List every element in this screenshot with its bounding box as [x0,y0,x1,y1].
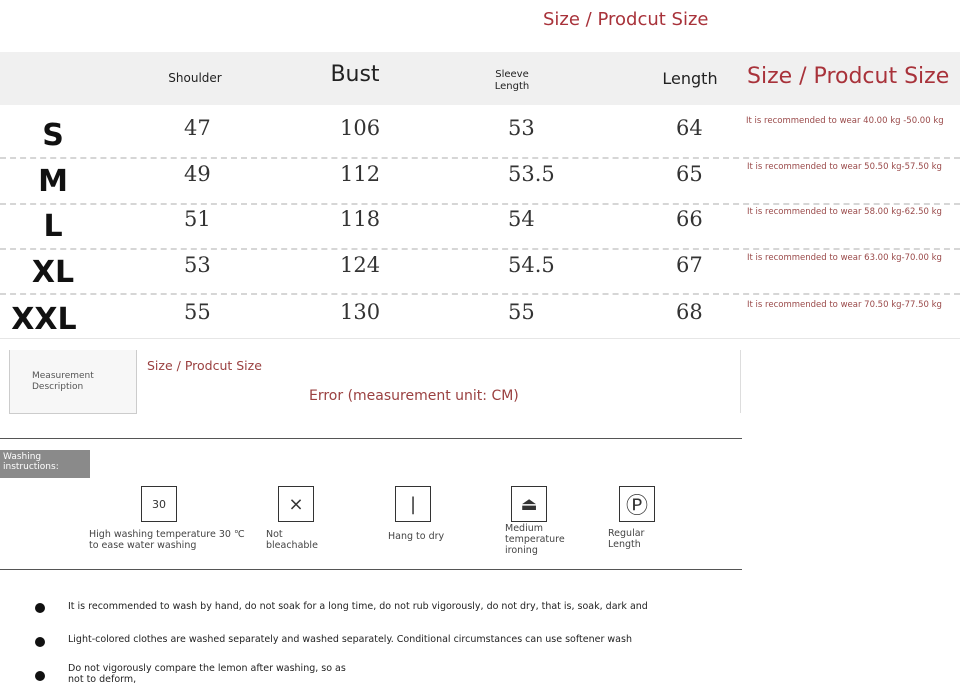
weight-recommendation: It is recommended to wear 50.50 kg-57.50… [747,162,942,172]
wash-label: High washing temperature 30 ℃ to ease wa… [89,529,245,551]
section-divider [0,569,742,570]
length-value: 64 [676,116,703,140]
regular-label: Regular Length [608,528,645,550]
care-note: Light-colored clothes are washed separat… [68,634,632,645]
size-label: S [42,118,64,153]
iron-label: Medium temperature ironing [505,523,565,556]
bleach-label: Not bleachable [266,529,318,551]
table-row: L 51 118 54 66 It is recommended to wear… [0,203,960,249]
table-row: M 49 112 53.5 65 It is recommended to we… [0,158,960,204]
care-note: Do not vigorously compare the lemon afte… [68,663,346,685]
measurement-label: Measurement Description [32,371,94,392]
weight-recommendation: It is recommended to wear 40.00 kg -50.0… [746,116,944,126]
header-shoulder: Shoulder [168,71,222,85]
size-label: M [38,164,68,199]
row-divider [0,248,960,250]
length-value: 65 [676,162,703,186]
hang-label: Hang to dry [388,531,445,542]
shoulder-value: 47 [184,116,211,140]
sleeve-value: 54 [508,207,535,231]
row-divider [0,338,960,339]
weight-recommendation: It is recommended to wear 58.00 kg-62.50… [747,207,942,217]
measurement-error: Error (measurement unit: CM) [309,388,519,404]
no-bleach-icon: ⨯ [278,486,314,522]
bust-value: 106 [340,116,381,140]
weight-recommendation: It is recommended to wear 70.50 kg-77.50… [747,300,942,310]
size-label: L [43,209,63,244]
bust-value: 118 [340,207,381,231]
header-title: Size / Prodcut Size [747,64,950,89]
care-note: It is recommended to wash by hand, do no… [68,601,648,612]
section-divider [0,438,742,439]
bust-value: 130 [340,300,381,324]
table-row: XL 53 124 54.5 67 It is recommended to w… [0,249,960,295]
shoulder-value: 51 [184,207,211,231]
shoulder-value: 53 [184,253,211,277]
weight-recommendation: It is recommended to wear 63.00 kg-70.00… [747,253,942,263]
table-row: S 47 106 53 64 It is recommended to wear… [0,112,960,158]
length-value: 68 [676,300,703,324]
dry-clean-p-icon: Ⓟ [619,486,655,522]
length-value: 67 [676,253,703,277]
bust-value: 124 [340,253,381,277]
header-length: Length [662,69,718,88]
row-divider [0,293,960,295]
wash-30-icon: 30 [141,486,177,522]
bullet-icon [35,637,45,647]
shoulder-value: 55 [184,300,211,324]
iron-medium-icon: ⏏ [511,486,547,522]
bullet-icon [35,671,45,681]
row-divider [0,203,960,205]
table-header: Shoulder Bust Sleeve Length Length Size … [0,52,960,105]
measurement-title: Size / Prodcut Size [147,358,262,373]
sleeve-value: 55 [508,300,535,324]
measurement-right-border [740,350,741,413]
size-label: XL [31,255,75,290]
table-row: XXL 55 130 55 68 It is recommended to we… [0,296,960,342]
measurement-label-cell: Measurement Description [9,350,137,414]
bullet-icon [35,603,45,613]
length-value: 66 [676,207,703,231]
hang-dry-icon: | [395,486,431,522]
bust-value: 112 [340,162,381,186]
shoulder-value: 49 [184,162,211,186]
sleeve-value: 53.5 [508,162,555,186]
header-sleeve-length: Sleeve Length [494,69,530,92]
header-bust: Bust [330,62,380,87]
sleeve-value: 53 [508,116,535,140]
sleeve-value: 54.5 [508,253,555,277]
size-label: XXL [11,302,77,337]
top-title: Size / Prodcut Size [543,9,709,30]
washing-label: Washing instructions: [0,450,90,478]
row-divider [0,157,960,159]
